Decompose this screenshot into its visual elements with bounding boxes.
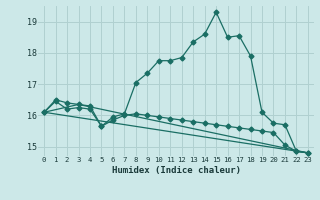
X-axis label: Humidex (Indice chaleur): Humidex (Indice chaleur) — [111, 166, 241, 175]
